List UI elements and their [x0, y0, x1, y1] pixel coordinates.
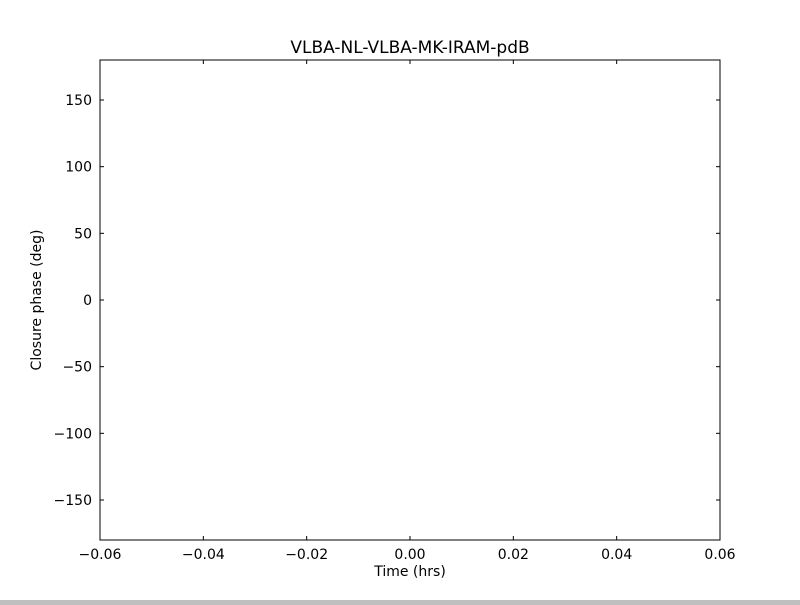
x-axis-label: Time (hrs) — [373, 564, 446, 580]
ticks: −0.06 −0.04 −0.02 0.00 0.02 0.04 0.06 −150 −100 −… — [54, 60, 736, 563]
chart-title: VLBA-NL-VLBA-MK-IRAM-pdB — [290, 38, 529, 58]
y-tick-label: −50 — [62, 360, 92, 376]
y-axis-label: Closure phase (deg) — [29, 230, 45, 371]
y-tick-label: 0 — [83, 293, 92, 309]
x-tick-label: 0.00 — [394, 547, 425, 563]
y-tick-label: 150 — [65, 93, 92, 109]
x-tick-label: 0.06 — [704, 547, 735, 563]
x-tick-label: 0.02 — [498, 547, 529, 563]
x-tick-label: −0.06 — [79, 547, 122, 563]
y-tick-label: −100 — [54, 426, 92, 442]
y-tick-label: 100 — [65, 160, 92, 176]
x-tick-label: 0.04 — [601, 547, 632, 563]
axes-frame — [99, 59, 721, 541]
y-tick-label: 50 — [74, 226, 92, 242]
x-tick-label: −0.04 — [182, 547, 225, 563]
x-tick-label: −0.02 — [285, 547, 328, 563]
y-tick-label: −150 — [54, 493, 92, 509]
